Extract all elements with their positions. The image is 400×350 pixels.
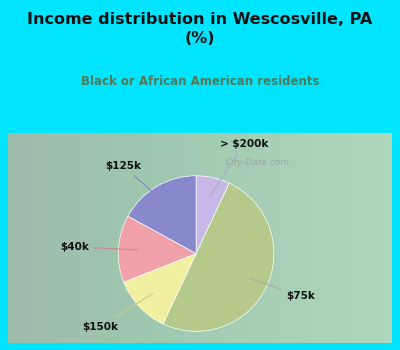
Text: City-Data.com: City-Data.com <box>226 158 290 167</box>
Text: $125k: $125k <box>106 161 166 203</box>
Text: $75k: $75k <box>250 278 315 301</box>
Wedge shape <box>118 216 196 282</box>
Text: $150k: $150k <box>82 293 153 332</box>
Text: Black or African American residents: Black or African American residents <box>81 75 319 88</box>
Wedge shape <box>128 176 196 253</box>
Wedge shape <box>163 183 274 331</box>
Text: Income distribution in Wescosville, PA
(%): Income distribution in Wescosville, PA (… <box>27 12 373 46</box>
Wedge shape <box>124 253 196 324</box>
Text: > $200k: > $200k <box>210 139 268 197</box>
Text: $40k: $40k <box>60 242 138 252</box>
Wedge shape <box>196 176 229 253</box>
